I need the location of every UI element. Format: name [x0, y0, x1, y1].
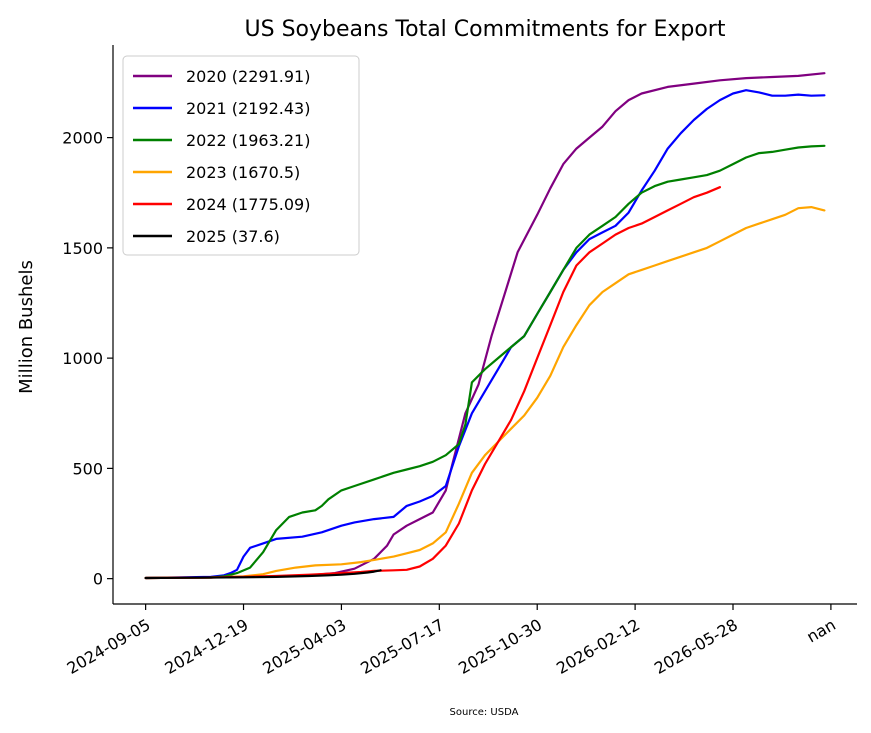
legend-frame	[122, 55, 360, 256]
legend: 2020 (2291.91) 2021 (2192.43) 2022 (1963.2…	[122, 55, 360, 256]
legend-label-3: 2023 (1670.5)	[186, 163, 300, 182]
plot-area	[144, 72, 826, 580]
legend-label-1: 2021 (2192.43)	[186, 99, 310, 118]
series-line-2	[144, 144, 826, 580]
y-tick-label: 500	[72, 459, 103, 478]
x-tick-label: 2026-05-28	[651, 615, 741, 678]
y-tick-label: 1000	[62, 349, 103, 368]
x-tick-label: 2024-12-19	[161, 615, 251, 678]
chart-title: US Soybeans Total Commitments for Export	[245, 17, 726, 42]
series-line-4	[144, 186, 722, 580]
legend-label-4: 2024 (1775.09)	[186, 195, 310, 214]
source-note: Source: USDA	[450, 707, 519, 718]
series-line-3	[144, 206, 826, 580]
series-line-5	[144, 569, 382, 580]
y-tick-label: 0	[93, 570, 103, 589]
x-tick-label: 2026-02-12	[553, 615, 643, 678]
x-tick-label: 2025-10-30	[455, 615, 545, 678]
y-axis-label: Million Bushels	[16, 260, 37, 394]
x-tick-label: 2024-09-05	[64, 615, 154, 678]
y-tick-label: 2000	[62, 129, 103, 148]
x-tick-label: 2025-04-03	[259, 615, 349, 678]
y-tick-label: 1500	[62, 239, 103, 258]
legend-label-5: 2025 (37.6)	[186, 227, 280, 246]
legend-label-0: 2020 (2291.91)	[186, 67, 310, 86]
legend-label-2: 2022 (1963.21)	[186, 131, 310, 150]
x-tick-label: nan	[803, 615, 839, 647]
x-tick-label: 2025-07-17	[357, 615, 447, 678]
